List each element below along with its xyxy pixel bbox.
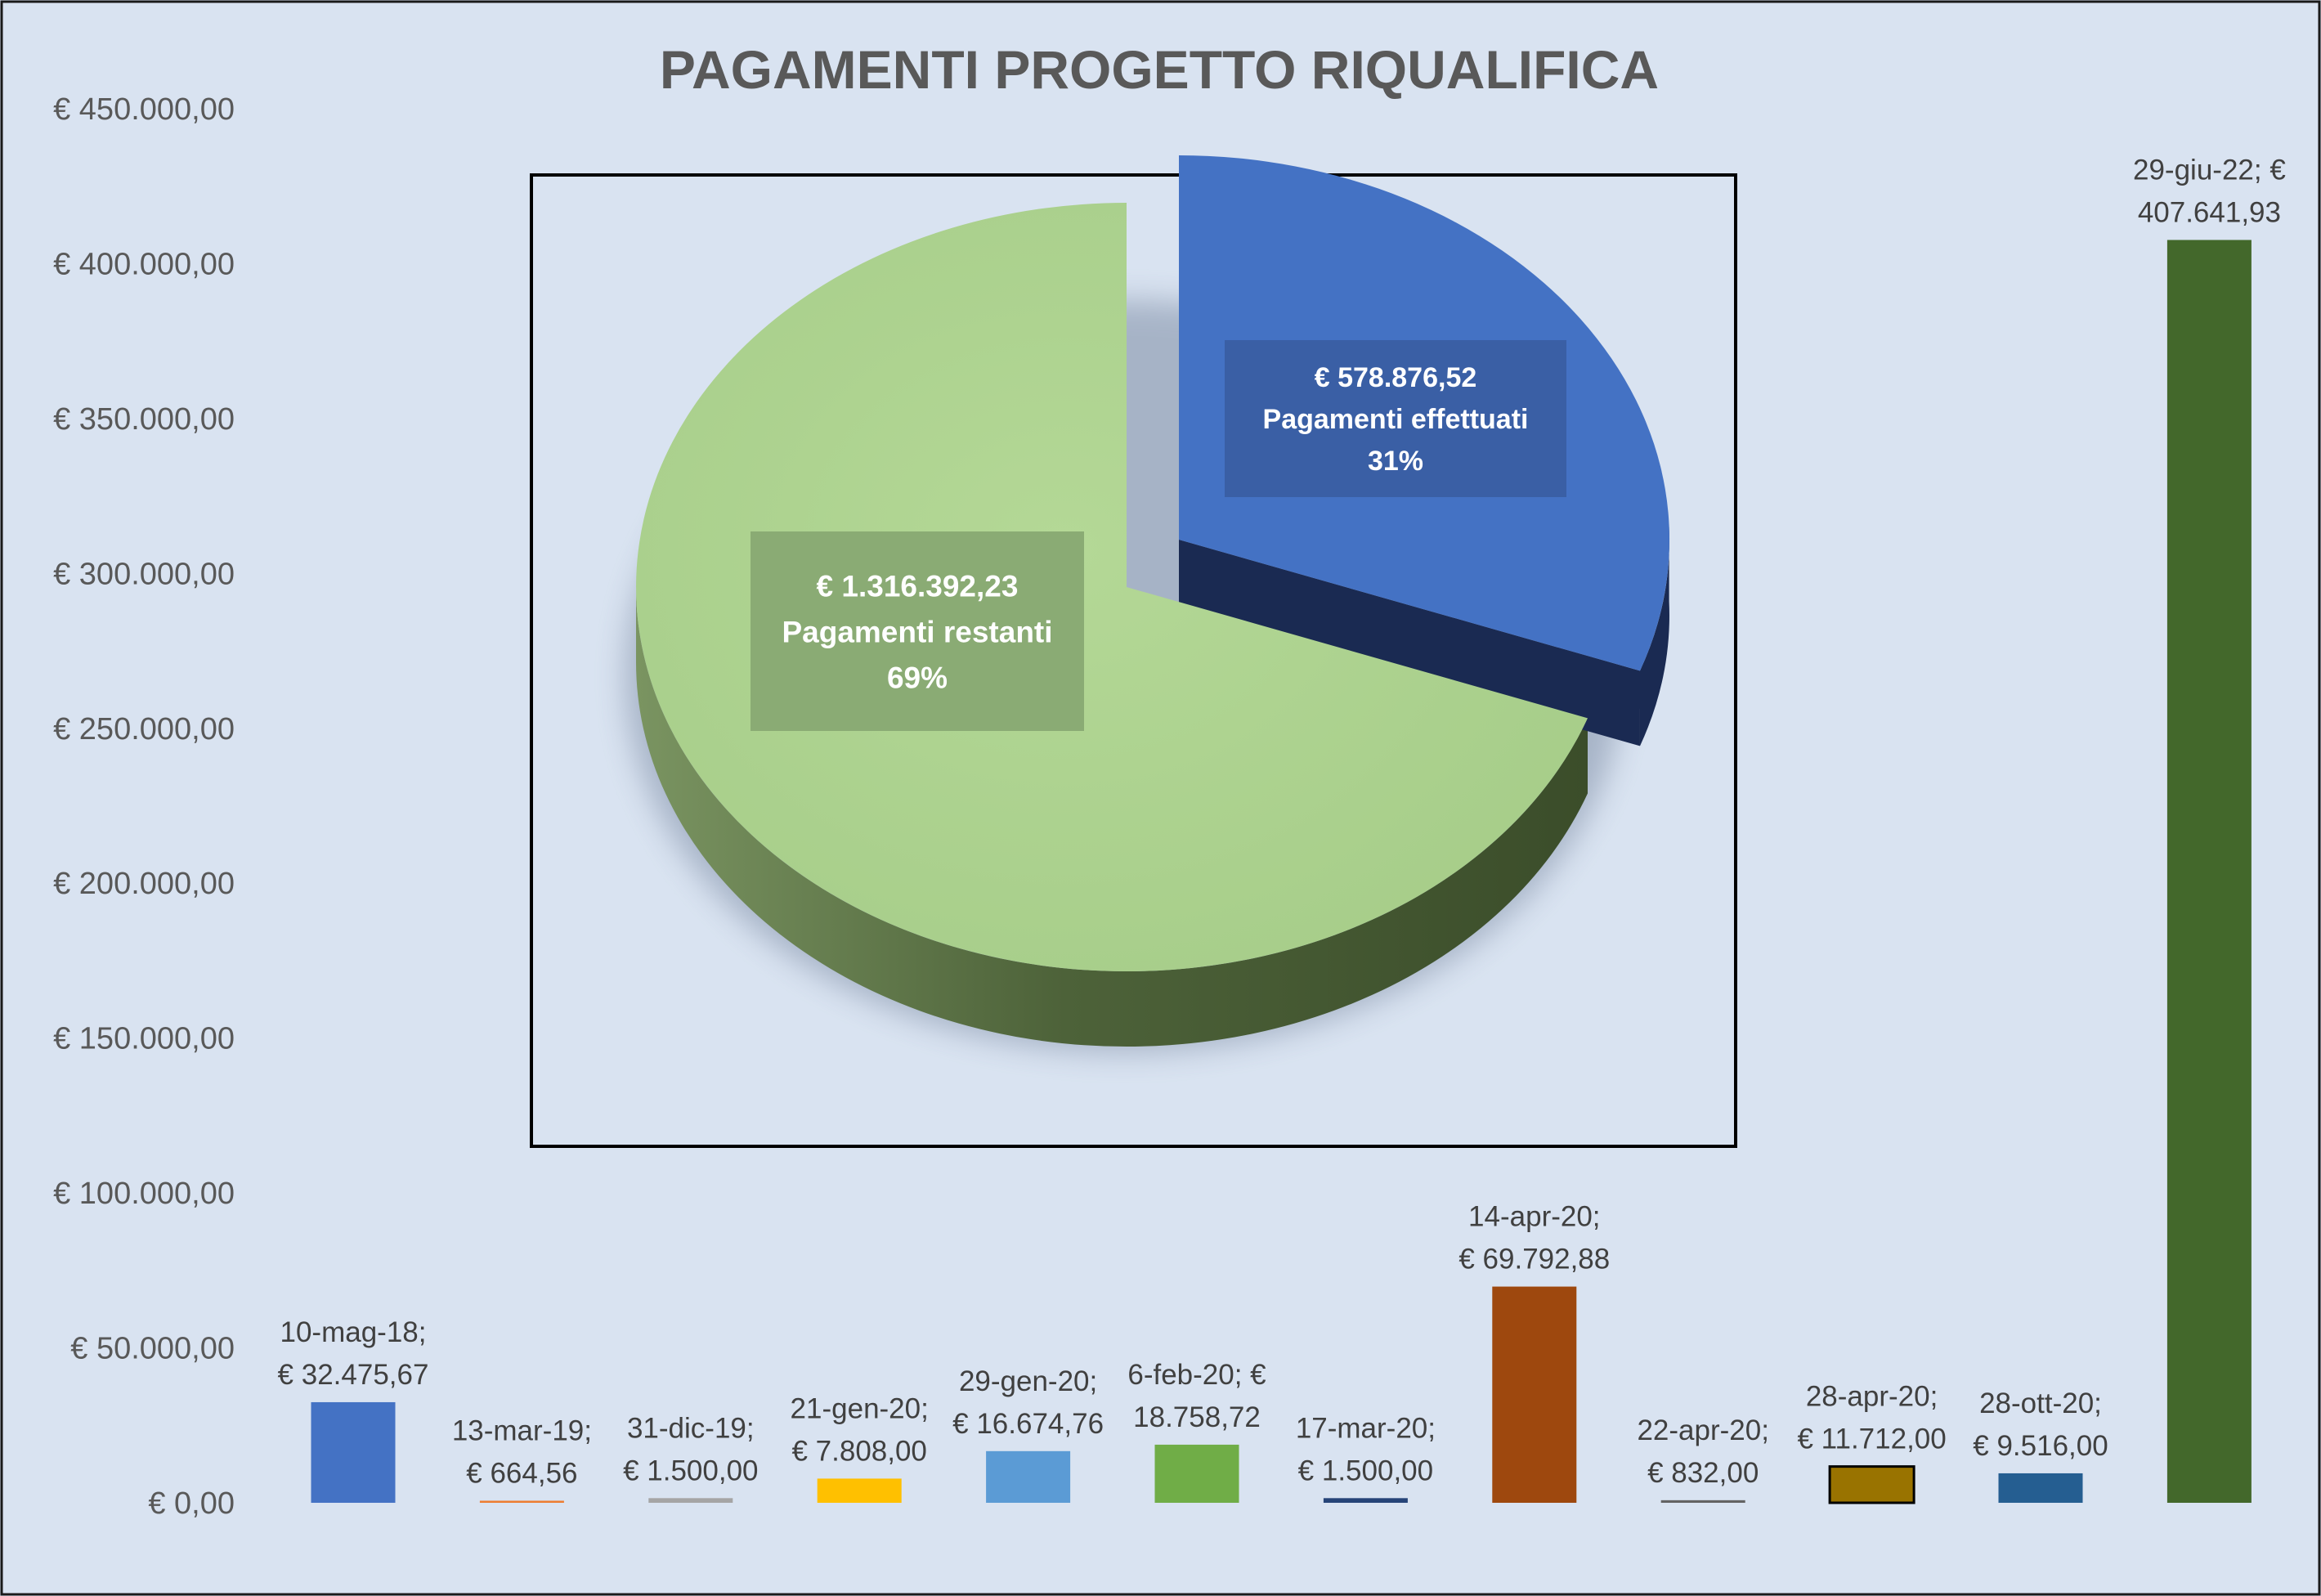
- bar-data-label: 18.758,72: [1133, 1401, 1261, 1433]
- bar: [1998, 1473, 2083, 1503]
- pie-label-box: [1225, 340, 1566, 497]
- bar-data-label: 31-dic-19;: [627, 1412, 755, 1444]
- bar-data-label: 28-ott-20;: [1979, 1388, 2102, 1419]
- bar-data-label: 10-mag-18;: [280, 1316, 427, 1348]
- y-tick-label: € 200.000,00: [53, 867, 235, 901]
- bar-data-label: 13-mar-19;: [452, 1414, 592, 1446]
- bar-series: 10-mag-18; € 32.475,67 13-mar-19; € 664,56 3…: [278, 154, 2286, 1504]
- pie-data-label: Pagamenti effettuati: [1263, 404, 1529, 435]
- y-tick-label: € 150.000,00: [53, 1022, 235, 1056]
- y-tick-label: € 50.000,00: [70, 1332, 235, 1366]
- y-tick-label: € 0,00: [148, 1486, 235, 1521]
- y-tick-label: € 350.000,00: [53, 402, 235, 437]
- pie-slice-side: [1640, 526, 1669, 746]
- bar: [1154, 1444, 1239, 1503]
- pie-label-box: [751, 531, 1084, 731]
- pie-data-label: € 1.316.392,23: [817, 569, 1019, 603]
- bar-data-label: € 32.475,67: [278, 1359, 429, 1391]
- pie-slice-side: [636, 587, 1588, 1047]
- pie-slice: [636, 203, 1588, 971]
- pie-data-label: Pagamenti restanti: [782, 615, 1052, 648]
- bar-data-label: € 69.792,88: [1458, 1244, 1610, 1275]
- bar: [311, 1401, 396, 1503]
- pie-data-label: 69%: [887, 661, 948, 694]
- pie-data-label: 31%: [1368, 446, 1423, 477]
- bar-data-label: 17-mar-20;: [1296, 1412, 1436, 1444]
- bar-data-label: € 1.500,00: [623, 1455, 758, 1486]
- bar-data-label: 14-apr-20;: [1468, 1201, 1600, 1233]
- pie-chart: € 578.876,52 Pagamenti effettuati 31% € 1.3…: [625, 155, 1670, 1052]
- bar-data-label: 28-apr-20;: [1806, 1381, 1938, 1413]
- bar: [817, 1478, 902, 1503]
- bar-data-label: € 16.674,76: [952, 1408, 1104, 1440]
- bar-data-label: 29-gen-20;: [959, 1365, 1097, 1397]
- bar: [479, 1500, 564, 1503]
- bar-data-label: € 1.500,00: [1298, 1455, 1433, 1486]
- bar-data-label: 407.641,93: [2138, 196, 2281, 228]
- bar-data-label: € 832,00: [1647, 1457, 1759, 1489]
- y-tick-label: € 100.000,00: [53, 1177, 235, 1211]
- bar: [648, 1498, 733, 1503]
- bar-data-label: 22-apr-20;: [1637, 1414, 1768, 1446]
- bar-data-label: 6-feb-20; €: [1127, 1359, 1266, 1391]
- bar-data-label: € 664,56: [466, 1457, 577, 1489]
- y-tick-label: € 400.000,00: [53, 247, 235, 281]
- y-tick-label: € 300.000,00: [53, 557, 235, 591]
- pie-data-label: € 578.876,52: [1315, 362, 1477, 393]
- bar: [1828, 1465, 1915, 1504]
- y-tick-label: € 250.000,00: [53, 712, 235, 746]
- bar: [2166, 240, 2252, 1504]
- bar: [986, 1450, 1071, 1503]
- bar-data-label: 29-giu-22; €: [2133, 154, 2286, 186]
- pie-slice-side: [1179, 540, 1640, 746]
- bar: [1660, 1500, 1745, 1503]
- bar: [1323, 1498, 1408, 1503]
- bar-data-label: € 9.516,00: [1973, 1430, 2108, 1462]
- bar-data-label: € 7.808,00: [791, 1435, 926, 1467]
- bar-data-label: 21-gen-20;: [791, 1392, 929, 1424]
- bar-data-label: € 11.712,00: [1797, 1423, 1946, 1455]
- bar: [1492, 1286, 1577, 1503]
- chart-title: PAGAMENTI PROGETTO RIQUALIFICA: [660, 39, 1659, 100]
- y-axis: € 0,00 € 50.000,00 € 100.000,00 € 150.000,0…: [53, 92, 235, 1521]
- y-tick-label: € 450.000,00: [53, 92, 235, 127]
